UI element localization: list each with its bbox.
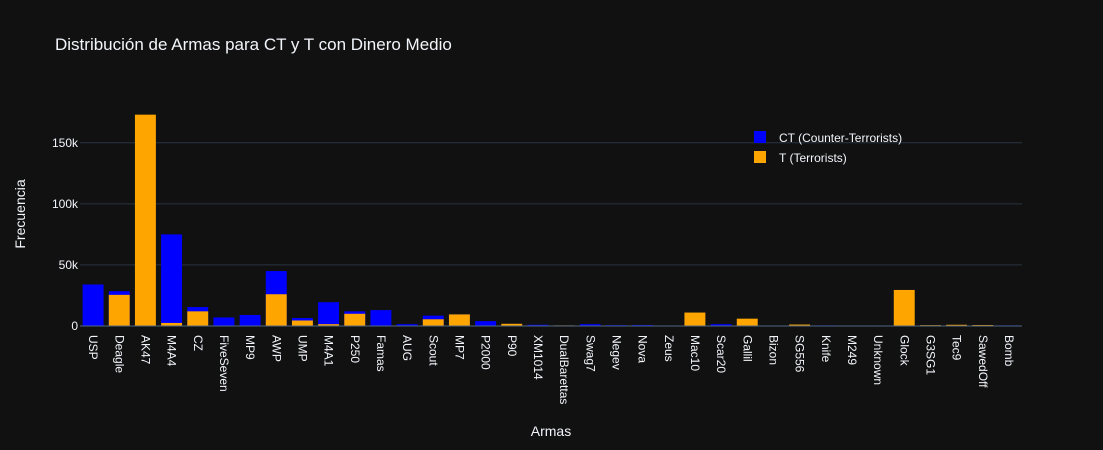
x-tick-label: FiveSeven [217, 335, 231, 392]
gridlines [80, 142, 1022, 266]
bar-t[interactable] [789, 324, 811, 326]
x-tick-label: G3SG1 [923, 335, 937, 375]
bar-t[interactable] [108, 294, 130, 326]
bar-ct[interactable] [161, 234, 183, 326]
bar-ct[interactable] [527, 324, 549, 326]
bar-ct[interactable] [579, 324, 601, 326]
x-tick-label: Deagle [112, 335, 126, 373]
bar-t[interactable] [422, 319, 444, 326]
x-tick-label: AWP [269, 335, 283, 362]
x-tick-label: Swag7 [583, 335, 597, 372]
bar-ct[interactable] [318, 302, 340, 326]
bar-ct[interactable] [213, 317, 235, 326]
bar-t[interactable] [187, 311, 209, 326]
x-tick-label: Knife [819, 335, 833, 363]
x-tick-label: UMP [295, 335, 309, 362]
y-axis-title: Frecuencia [12, 179, 28, 248]
x-axis-title: Armas [531, 423, 571, 439]
x-tick-label: USP [86, 335, 100, 360]
bar-ct[interactable] [370, 310, 392, 326]
y-tick-label: 0 [71, 319, 78, 333]
x-tick-label: SG556 [793, 335, 807, 373]
legend-swatch-t [754, 151, 766, 163]
bar-ct[interactable] [239, 315, 261, 326]
x-tick-label: Mac10 [688, 335, 702, 371]
legend-swatch-ct [754, 131, 766, 143]
legend-label-t: T (Terrorists) [779, 151, 847, 165]
x-tick-label: Tec9 [950, 335, 964, 361]
bar-ct[interactable] [82, 284, 104, 326]
x-tick-label: Negev [609, 335, 623, 370]
x-axis-ticks: USP Deagle AK47 M4A4 CZ FiveSeven MP9 AWP UMP M4A… [86, 335, 1016, 404]
x-tick-label: Bizon [766, 335, 780, 365]
x-tick-label: Zeus [662, 335, 676, 362]
x-tick-label: Glock [897, 335, 911, 367]
y-tick-label: 50k [59, 258, 79, 272]
bar-t[interactable] [893, 289, 915, 326]
x-tick-label: Unknown [871, 335, 885, 385]
x-tick-label: M4A1 [322, 335, 336, 367]
bar-t[interactable] [344, 313, 366, 326]
x-tick-label: AUG [400, 335, 414, 361]
x-tick-label: SawedOff [976, 335, 990, 388]
bar-t[interactable] [684, 312, 706, 326]
y-tick-label: 100k [52, 197, 79, 211]
x-tick-label: Bomb [1002, 335, 1016, 367]
x-tick-label: MP7 [452, 335, 466, 360]
x-tick-label: P250 [348, 335, 362, 363]
x-tick-label: Nova [636, 335, 650, 363]
x-tick-label: Gallil [740, 335, 754, 362]
x-tick-label: MP9 [243, 335, 257, 360]
x-tick-label: M249 [845, 335, 859, 365]
x-tick-label: DualBarettas [557, 335, 571, 404]
x-tick-label: CZ [191, 335, 205, 351]
x-tick-label: Famas [374, 335, 388, 372]
chart-title: Distribución de Armas para CT y T con Di… [55, 35, 452, 54]
legend-label-ct: CT (Counter-Terrorists) [779, 131, 902, 145]
y-axis-ticks: 0 50k 100k 150k [52, 136, 79, 333]
x-tick-label: P90 [505, 335, 519, 357]
x-tick-label: AK47 [138, 335, 152, 365]
bar-ct[interactable] [710, 324, 732, 326]
bar-t[interactable] [134, 114, 156, 327]
bar-ct[interactable] [396, 324, 418, 326]
legend: CT (Counter-Terrorists) T (Terrorists) [754, 131, 902, 165]
x-tick-label: Scar20 [714, 335, 728, 373]
y-tick-label: 150k [52, 136, 79, 150]
bar-t[interactable] [291, 320, 313, 326]
bar-t[interactable] [946, 324, 968, 326]
bar-t[interactable] [501, 323, 523, 326]
bar-t[interactable] [736, 318, 758, 326]
x-tick-label: XM1014 [531, 335, 545, 380]
bar-t[interactable] [448, 314, 470, 326]
x-tick-label: P2000 [479, 335, 493, 370]
bar-t[interactable] [161, 322, 183, 326]
bar-t[interactable] [265, 294, 287, 326]
x-tick-label: Scout [426, 335, 440, 366]
bars [80, 114, 1022, 327]
bar-t[interactable] [318, 324, 340, 326]
x-tick-label: M4A4 [165, 335, 179, 367]
bar-ct[interactable] [475, 321, 497, 326]
